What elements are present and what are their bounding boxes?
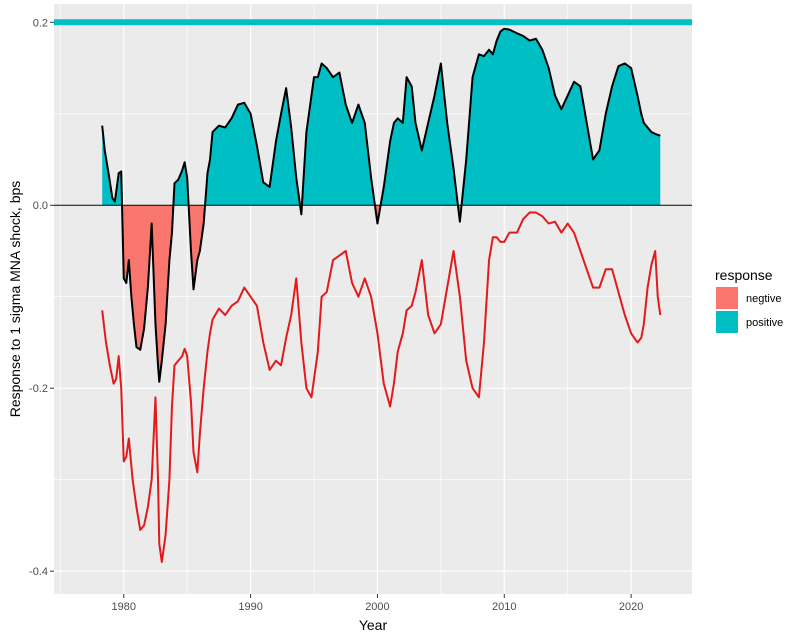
legend-label-positive: positive — [746, 317, 783, 329]
legend-swatch-positive — [716, 311, 738, 333]
x-tick-label: 1990 — [238, 601, 262, 613]
lower-bound-line — [101, 211, 662, 563]
positive-area — [102, 28, 661, 206]
reference-lines — [54, 19, 692, 206]
x-axis-title: Year — [359, 617, 388, 633]
y-tick-label: -0.4 — [29, 566, 48, 578]
y-tick-label: 0.0 — [33, 200, 48, 212]
x-tick-label: 1980 — [112, 601, 136, 613]
x-tick-label: 2020 — [619, 601, 643, 613]
y-tick-label: -0.2 — [29, 383, 48, 395]
series-lines — [101, 27, 662, 563]
y-tick-label: 0.2 — [33, 17, 48, 29]
y-axis-title: Response to 1 sigma MNA shock, bps — [7, 181, 23, 418]
x-axis: 1980 1990 2000 2010 2020 — [112, 594, 643, 613]
x-tick-label: 2000 — [365, 601, 389, 613]
legend-title: response — [715, 267, 773, 283]
legend-swatch-negtive — [716, 287, 738, 309]
x-tick-label: 2010 — [492, 601, 516, 613]
legend: response negtive positive — [715, 267, 783, 333]
response-line — [101, 27, 661, 383]
y-axis: -0.4 -0.2 0.0 0.2 — [29, 17, 54, 578]
legend-label-negtive: negtive — [746, 293, 781, 305]
plot-background — [54, 4, 692, 594]
